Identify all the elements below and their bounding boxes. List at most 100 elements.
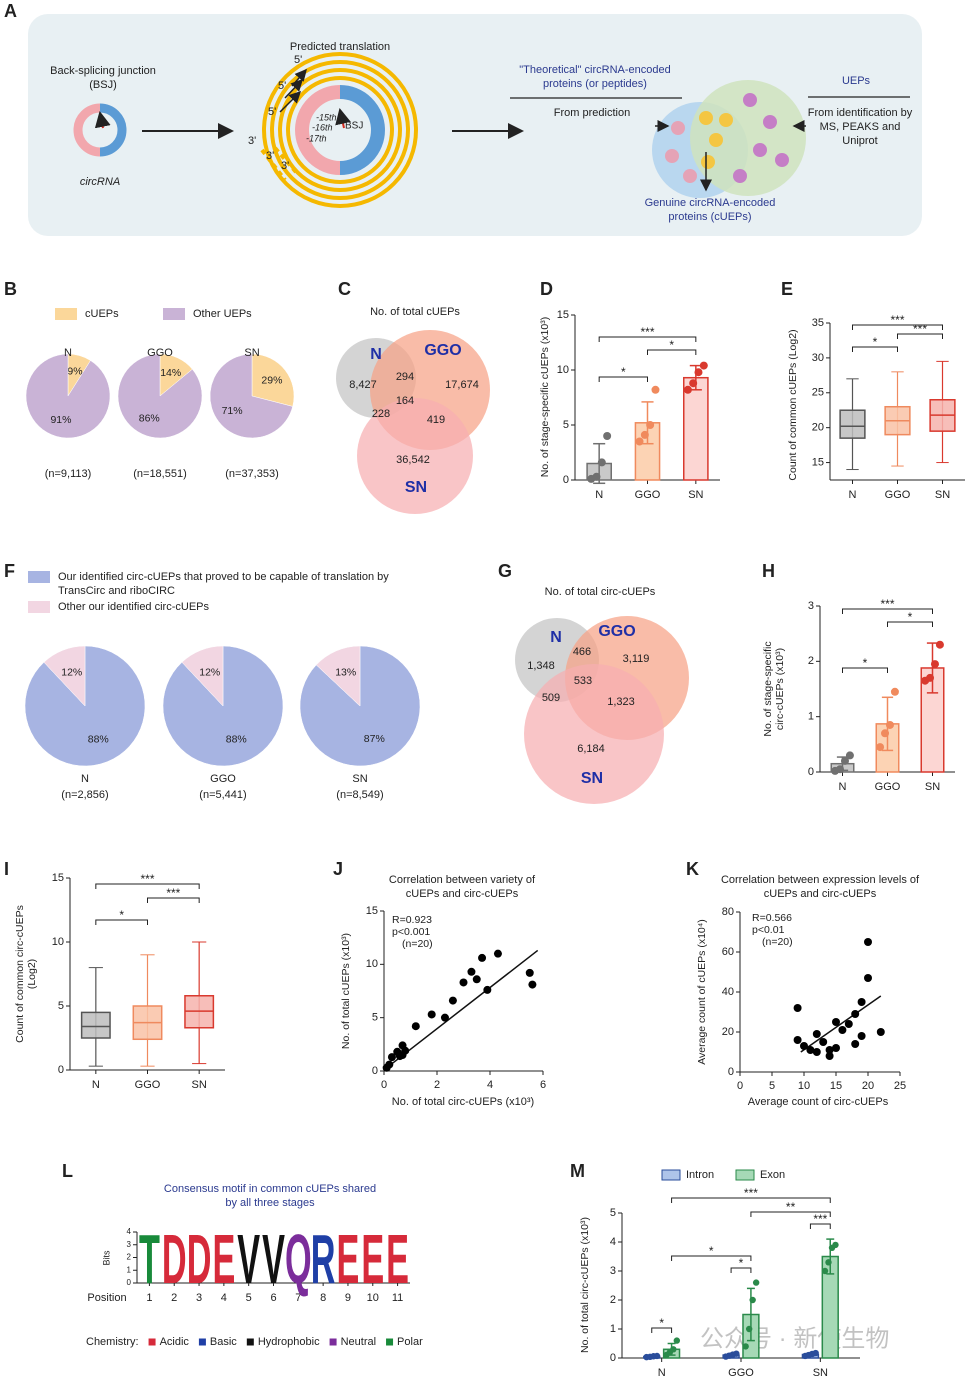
venn-region-label: 36,542 [396,454,430,466]
chemistry-label: Chemistry: [86,1336,139,1348]
pie-note: (n=2,856) [61,789,108,801]
scatter-point [832,1044,840,1052]
panel-letter: M [570,1161,585,1181]
y-tick-label: 15 [366,905,378,917]
annotation: p<0.001 [392,926,430,938]
legend-label: Acidic [160,1336,190,1348]
pie-slice [181,645,224,707]
logo-letter: V [262,1220,285,1299]
venn-region-label: 17,674 [445,379,479,391]
panel-letter: B [4,279,17,299]
logo-letter: V [237,1220,260,1299]
annotation: (n=20) [762,936,793,948]
y-tick-label: 10 [557,364,569,376]
three-prime: 3' [266,150,274,162]
y-tick-label: 20 [722,1026,734,1038]
circrna-ring [73,103,127,157]
legend-swatch [28,571,50,583]
pie-value-label: 88% [226,733,247,745]
logo-letter: Q [285,1220,312,1299]
five-prime: 5' [278,80,286,92]
scatter-point [525,968,534,977]
panel-letter: C [338,279,351,299]
pie-value-label: 29% [261,374,282,386]
venn-region-label: 1,348 [527,660,555,672]
y-axis-label: circ-cUEPs (x10³) [774,648,786,730]
x-tick-label: 10 [798,1080,810,1092]
x-tick-label: GGO [635,489,661,501]
legend-swatch [735,1169,755,1181]
data-point [733,1350,740,1357]
logo-letter: E [337,1220,360,1299]
pie-slice [251,353,295,407]
y-tick-label: 3 [127,1240,132,1249]
venn-region-label: 294 [396,371,414,383]
y-tick-label: 0 [610,1352,616,1364]
venn-region-label: 533 [574,675,592,687]
x-axis-label: Average count of circ-cUEPs [748,1096,889,1108]
x-tick-label: 3 [196,1292,202,1304]
y-axis-label: Bits [101,1250,111,1266]
pie-note: (n=9,113) [45,468,92,480]
x-tick-label: 4 [487,1079,493,1091]
legend-swatch [329,1338,337,1346]
venn-circle [357,398,473,514]
y-tick-label: 35 [812,317,824,329]
data-point [673,1337,681,1344]
significance-label: * [659,1316,664,1330]
scatter-point [812,1030,821,1038]
significance-bracket [647,349,697,355]
significance-label: * [908,610,913,624]
x-tick-label: N [839,781,847,793]
scatter-point [832,1018,840,1026]
y-tick-label: 40 [722,986,734,998]
significance-bracket [842,608,933,614]
position-label: -17th [306,133,327,143]
venn-region-label: 419 [427,414,445,426]
significance-label: *** [140,872,154,886]
legend-label: Hydrophobic [258,1336,320,1348]
y-tick-label: 25 [812,387,824,399]
x-tick-label: GGO [135,1079,161,1091]
y-tick-label: 20 [812,422,824,434]
significance-bracket [95,883,200,889]
legend-swatch [28,601,50,613]
legend-swatch [55,308,77,320]
x-tick-label: GGO [885,489,911,501]
x-tick-label: 5 [769,1080,775,1092]
venn-title: No. of total cUEPs [370,306,460,318]
logo-letter: D [162,1220,187,1299]
y-tick-label: 1 [610,1323,616,1335]
pie-slice [209,353,293,439]
significance-label: * [863,656,868,670]
data-point [651,385,660,394]
significance-label: * [873,335,878,349]
x-tick-label: 5 [246,1292,252,1304]
scatter-point [793,1004,802,1012]
x-tick-label: N [92,1079,100,1091]
legend-label: cUEPs [85,308,119,320]
legend-label: Our identified circ-cUEPs that proved to… [58,571,389,597]
x-axis-label: Position [87,1292,126,1304]
data-point [742,1343,749,1350]
y-tick-label: 1 [127,1265,132,1274]
scatter-point [819,1038,828,1046]
y-tick-label: 5 [58,1000,64,1012]
x-tick-label: 7 [295,1292,301,1304]
venn-set-label: N [370,346,382,363]
panel-letter: D [540,279,553,299]
scatter-point [851,1040,860,1048]
scatter-point [864,974,872,982]
x-tick-label: 1 [146,1292,152,1304]
scatter-point [493,949,502,958]
significance-bracket [852,324,943,330]
scatter-point [838,1026,847,1034]
bar [683,376,709,481]
data-point [603,432,612,440]
x-tick-label: SN [688,489,703,501]
pie-slice [315,645,361,707]
significance-label: * [119,908,124,922]
scatter-point [800,1042,808,1050]
three-prime: 3' [248,135,256,147]
legend-swatch [163,308,185,320]
